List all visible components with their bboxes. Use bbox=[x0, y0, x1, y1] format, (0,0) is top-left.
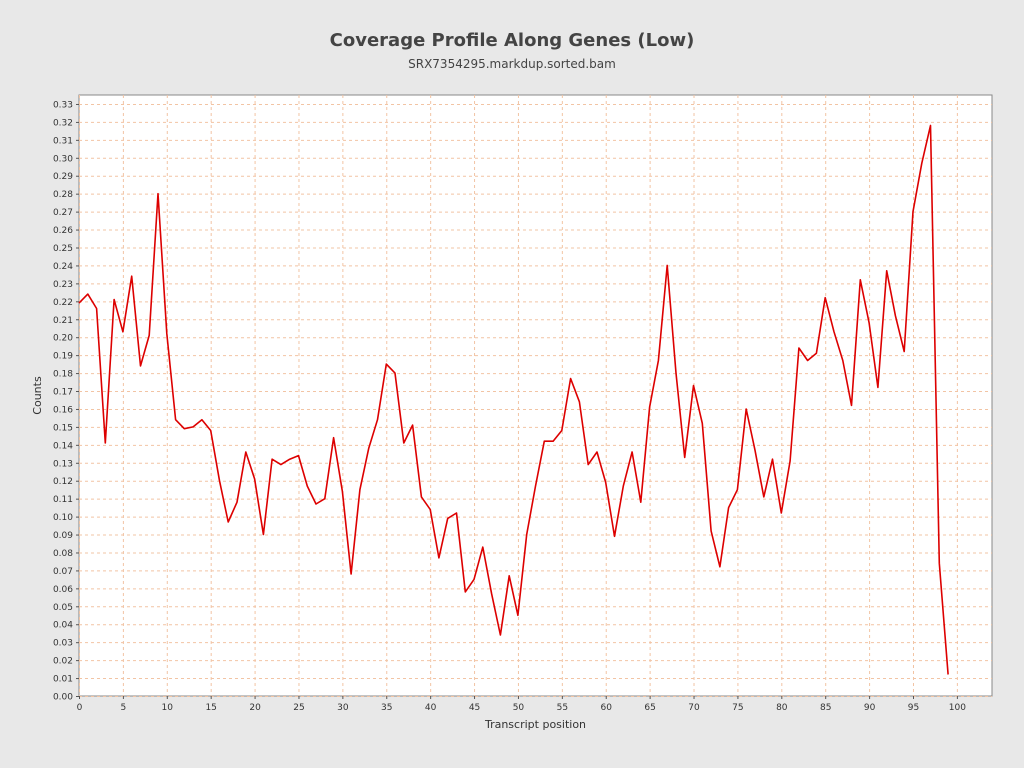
y-tick-label: 0.14 bbox=[53, 441, 73, 451]
y-tick-label: 0.17 bbox=[53, 388, 73, 398]
x-tick-label: 100 bbox=[949, 703, 966, 713]
y-tick-label: 0.21 bbox=[53, 316, 73, 326]
y-tick-label: 0.19 bbox=[53, 352, 73, 362]
x-tick-label: 70 bbox=[688, 703, 700, 713]
y-tick-label: 0.07 bbox=[53, 567, 73, 577]
x-tick-label: 85 bbox=[820, 703, 831, 713]
x-tick-label: 60 bbox=[601, 703, 613, 713]
y-tick-label: 0.05 bbox=[53, 603, 73, 613]
x-tick-label: 80 bbox=[776, 703, 788, 713]
y-tick-label: 0.25 bbox=[53, 244, 73, 254]
y-tick-label: 0.22 bbox=[53, 298, 73, 308]
x-tick-label: 20 bbox=[249, 703, 261, 713]
y-tick-label: 0.33 bbox=[53, 100, 73, 110]
y-tick-label: 0.02 bbox=[53, 657, 73, 667]
x-axis-label: Transcript position bbox=[484, 718, 586, 731]
y-tick-label: 0.26 bbox=[53, 226, 73, 236]
y-tick-label: 0.30 bbox=[53, 154, 73, 164]
chart-title: Coverage Profile Along Genes (Low) bbox=[329, 30, 695, 51]
x-tick-label: 0 bbox=[77, 703, 83, 713]
x-tick-label: 10 bbox=[162, 703, 174, 713]
x-tick-label: 65 bbox=[644, 703, 655, 713]
x-tick-label: 45 bbox=[469, 703, 480, 713]
y-tick-label: 0.31 bbox=[53, 136, 73, 146]
y-tick-label: 0.29 bbox=[53, 172, 73, 182]
y-axis-label: Counts bbox=[31, 376, 44, 415]
series-layer bbox=[78, 124, 949, 675]
y-tick-label: 0.16 bbox=[53, 405, 73, 415]
x-tick-label: 55 bbox=[557, 703, 568, 713]
y-tick-label: 0.27 bbox=[53, 208, 73, 218]
y-tick-label: 0.01 bbox=[53, 675, 73, 685]
x-tick-label: 95 bbox=[908, 703, 919, 713]
x-tick-label: 25 bbox=[293, 703, 304, 713]
y-tick-label: 0.12 bbox=[53, 477, 73, 487]
y-tick-label: 0.24 bbox=[53, 262, 73, 272]
plot-area bbox=[78, 94, 993, 697]
y-tick-label: 0.15 bbox=[53, 423, 73, 433]
axes: 0.00 0.01 0.02 0.03 0.04 0.05 0.06 0.07 0.08 0.09… bbox=[53, 100, 966, 713]
grid-lines bbox=[79, 95, 992, 697]
y-tick-label: 0.04 bbox=[53, 621, 73, 631]
y-tick-label: 0.32 bbox=[53, 118, 73, 128]
series-line bbox=[78, 124, 949, 675]
y-tick-label: 0.23 bbox=[53, 280, 73, 290]
x-tick-label: 35 bbox=[381, 703, 392, 713]
x-tick-label: 40 bbox=[425, 703, 437, 713]
x-tick-label: 30 bbox=[337, 703, 349, 713]
chart-subtitle: SRX7354295.markdup.sorted.bam bbox=[408, 57, 616, 71]
y-tick-label: 0.09 bbox=[53, 531, 73, 541]
y-tick-label: 0.28 bbox=[53, 190, 73, 200]
y-tick-label: 0.10 bbox=[53, 513, 73, 523]
x-tick-label: 90 bbox=[864, 703, 876, 713]
y-tick-label: 0.03 bbox=[53, 639, 73, 649]
x-tick-label: 75 bbox=[732, 703, 743, 713]
x-tick-label: 15 bbox=[205, 703, 216, 713]
y-tick-label: 0.20 bbox=[53, 334, 73, 344]
y-tick-label: 0.18 bbox=[53, 370, 73, 380]
y-tick-label: 0.13 bbox=[53, 459, 73, 469]
x-tick-label: 50 bbox=[513, 703, 525, 713]
y-tick-label: 0.11 bbox=[53, 495, 73, 505]
y-tick-label: 0.08 bbox=[53, 549, 73, 559]
y-tick-label: 0.00 bbox=[53, 693, 73, 703]
y-tick-label: 0.06 bbox=[53, 585, 73, 595]
x-tick-label: 5 bbox=[121, 703, 127, 713]
